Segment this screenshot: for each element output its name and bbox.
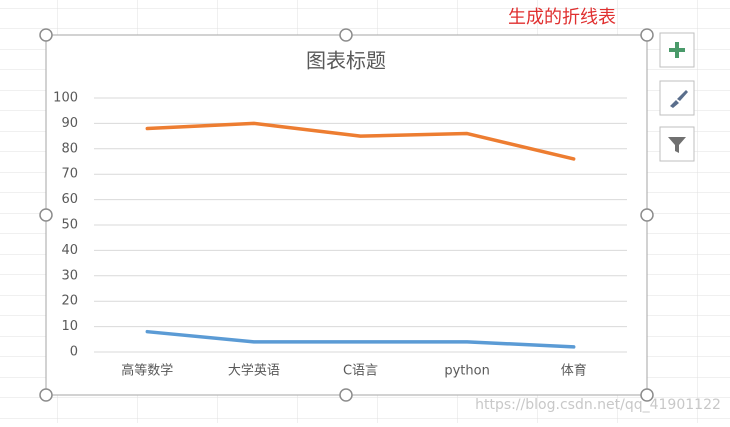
chart-frame <box>45 34 648 396</box>
x-tick-label: 高等数学 <box>121 363 173 379</box>
filter-icon <box>668 137 686 153</box>
resize-handle[interactable] <box>640 388 654 402</box>
handles <box>39 28 654 402</box>
annotation: 生成的折线表 <box>508 7 616 28</box>
y-tick-label: 20 <box>61 294 78 309</box>
y-tick-label: 100 <box>53 91 78 106</box>
x-tick-label: 大学英语 <box>228 363 280 379</box>
y-tick-label: 50 <box>61 218 78 233</box>
series-line <box>145 329 576 349</box>
y-tick-label: 80 <box>61 141 78 156</box>
y-tick-label: 60 <box>61 192 78 207</box>
x-tick-label: C语言 <box>343 364 378 379</box>
resize-handle[interactable] <box>39 28 53 42</box>
resize-handle[interactable] <box>39 388 53 402</box>
plus-icon <box>669 42 685 58</box>
y-tick-label: 40 <box>61 243 78 258</box>
x-tick-label: python <box>444 364 489 379</box>
filter-button[interactable] <box>659 126 695 162</box>
y-tick-label: 90 <box>61 116 78 131</box>
y-tick-label: 0 <box>70 345 78 360</box>
chart-buttons <box>659 32 695 162</box>
resize-handle[interactable] <box>640 28 654 42</box>
style-button[interactable] <box>659 80 695 116</box>
resize-handle[interactable] <box>339 388 353 402</box>
series-line <box>145 121 576 161</box>
watermark: https://blog.csdn.net/qq_41901122 <box>475 397 721 413</box>
resize-handle[interactable] <box>640 208 654 222</box>
resize-handle[interactable] <box>339 28 353 42</box>
y-tick-label: 30 <box>61 268 78 283</box>
resize-handle[interactable] <box>39 208 53 222</box>
x-tick-label: 体育 <box>561 363 587 379</box>
chart-title: 图表标题 <box>306 49 386 73</box>
y-tick-label: 10 <box>61 319 78 334</box>
brush-icon <box>670 90 688 108</box>
y-tick-label: 70 <box>61 167 78 182</box>
